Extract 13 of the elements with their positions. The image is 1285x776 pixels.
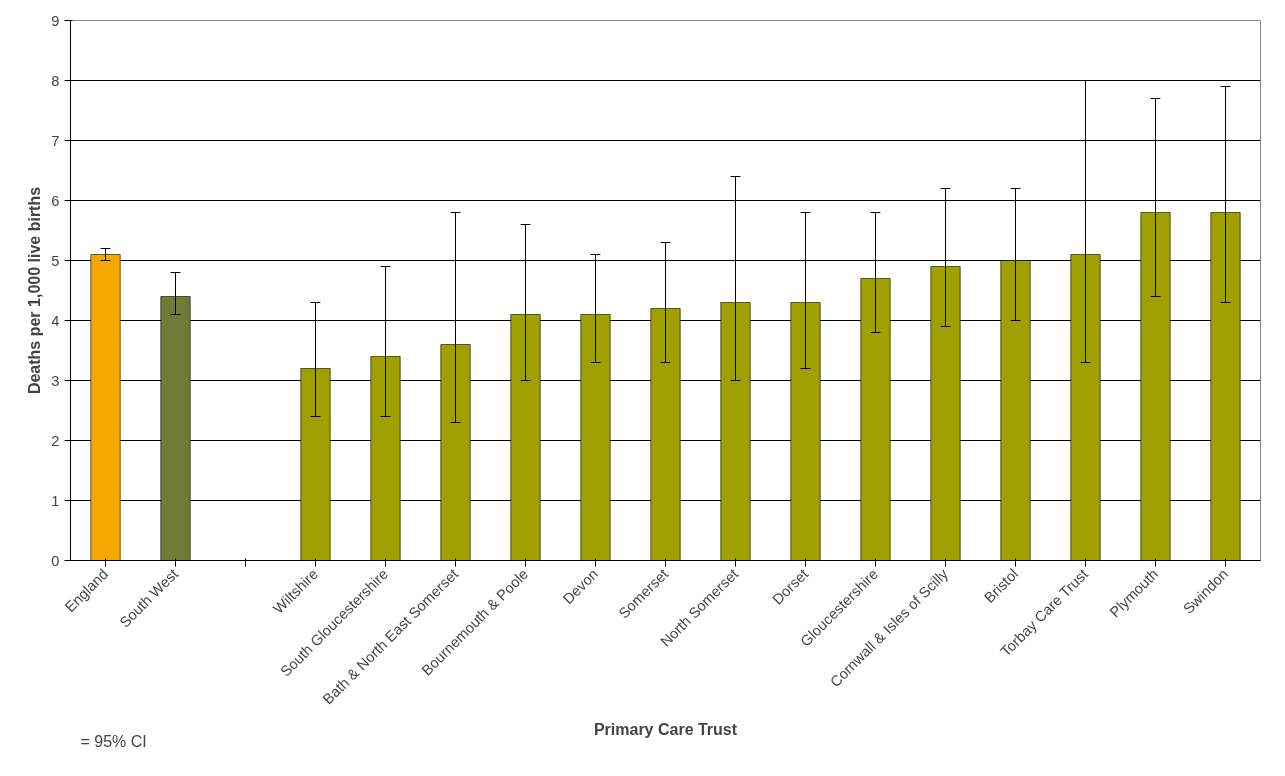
y-tick-label: 7 [51, 132, 60, 149]
y-tick-label: 8 [51, 72, 60, 89]
y-tick-label: 3 [51, 372, 60, 389]
y-tick-label: 9 [51, 12, 60, 29]
y-tick-label: 0 [51, 552, 60, 569]
y-tick-label: 1 [51, 492, 60, 509]
x-axis-title: Primary Care Trust [593, 720, 738, 738]
y-tick-label: 5 [51, 252, 60, 269]
y-tick-label: 2 [51, 432, 60, 449]
text: = 95% CI [80, 732, 147, 750]
y-tick-label: 4 [51, 312, 60, 329]
y-axis-title: Deaths per 1,000 live births [26, 186, 44, 395]
y-tick-label: 6 [51, 192, 60, 209]
